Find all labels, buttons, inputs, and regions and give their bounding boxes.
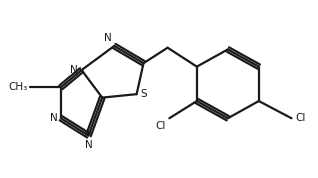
Text: Cl: Cl <box>156 121 166 131</box>
Text: N: N <box>104 33 112 43</box>
Text: Cl: Cl <box>295 113 305 123</box>
Text: N: N <box>50 113 58 123</box>
Text: CH₃: CH₃ <box>8 82 27 92</box>
Text: S: S <box>140 89 147 99</box>
Text: N: N <box>70 65 78 75</box>
Text: N: N <box>85 140 92 150</box>
